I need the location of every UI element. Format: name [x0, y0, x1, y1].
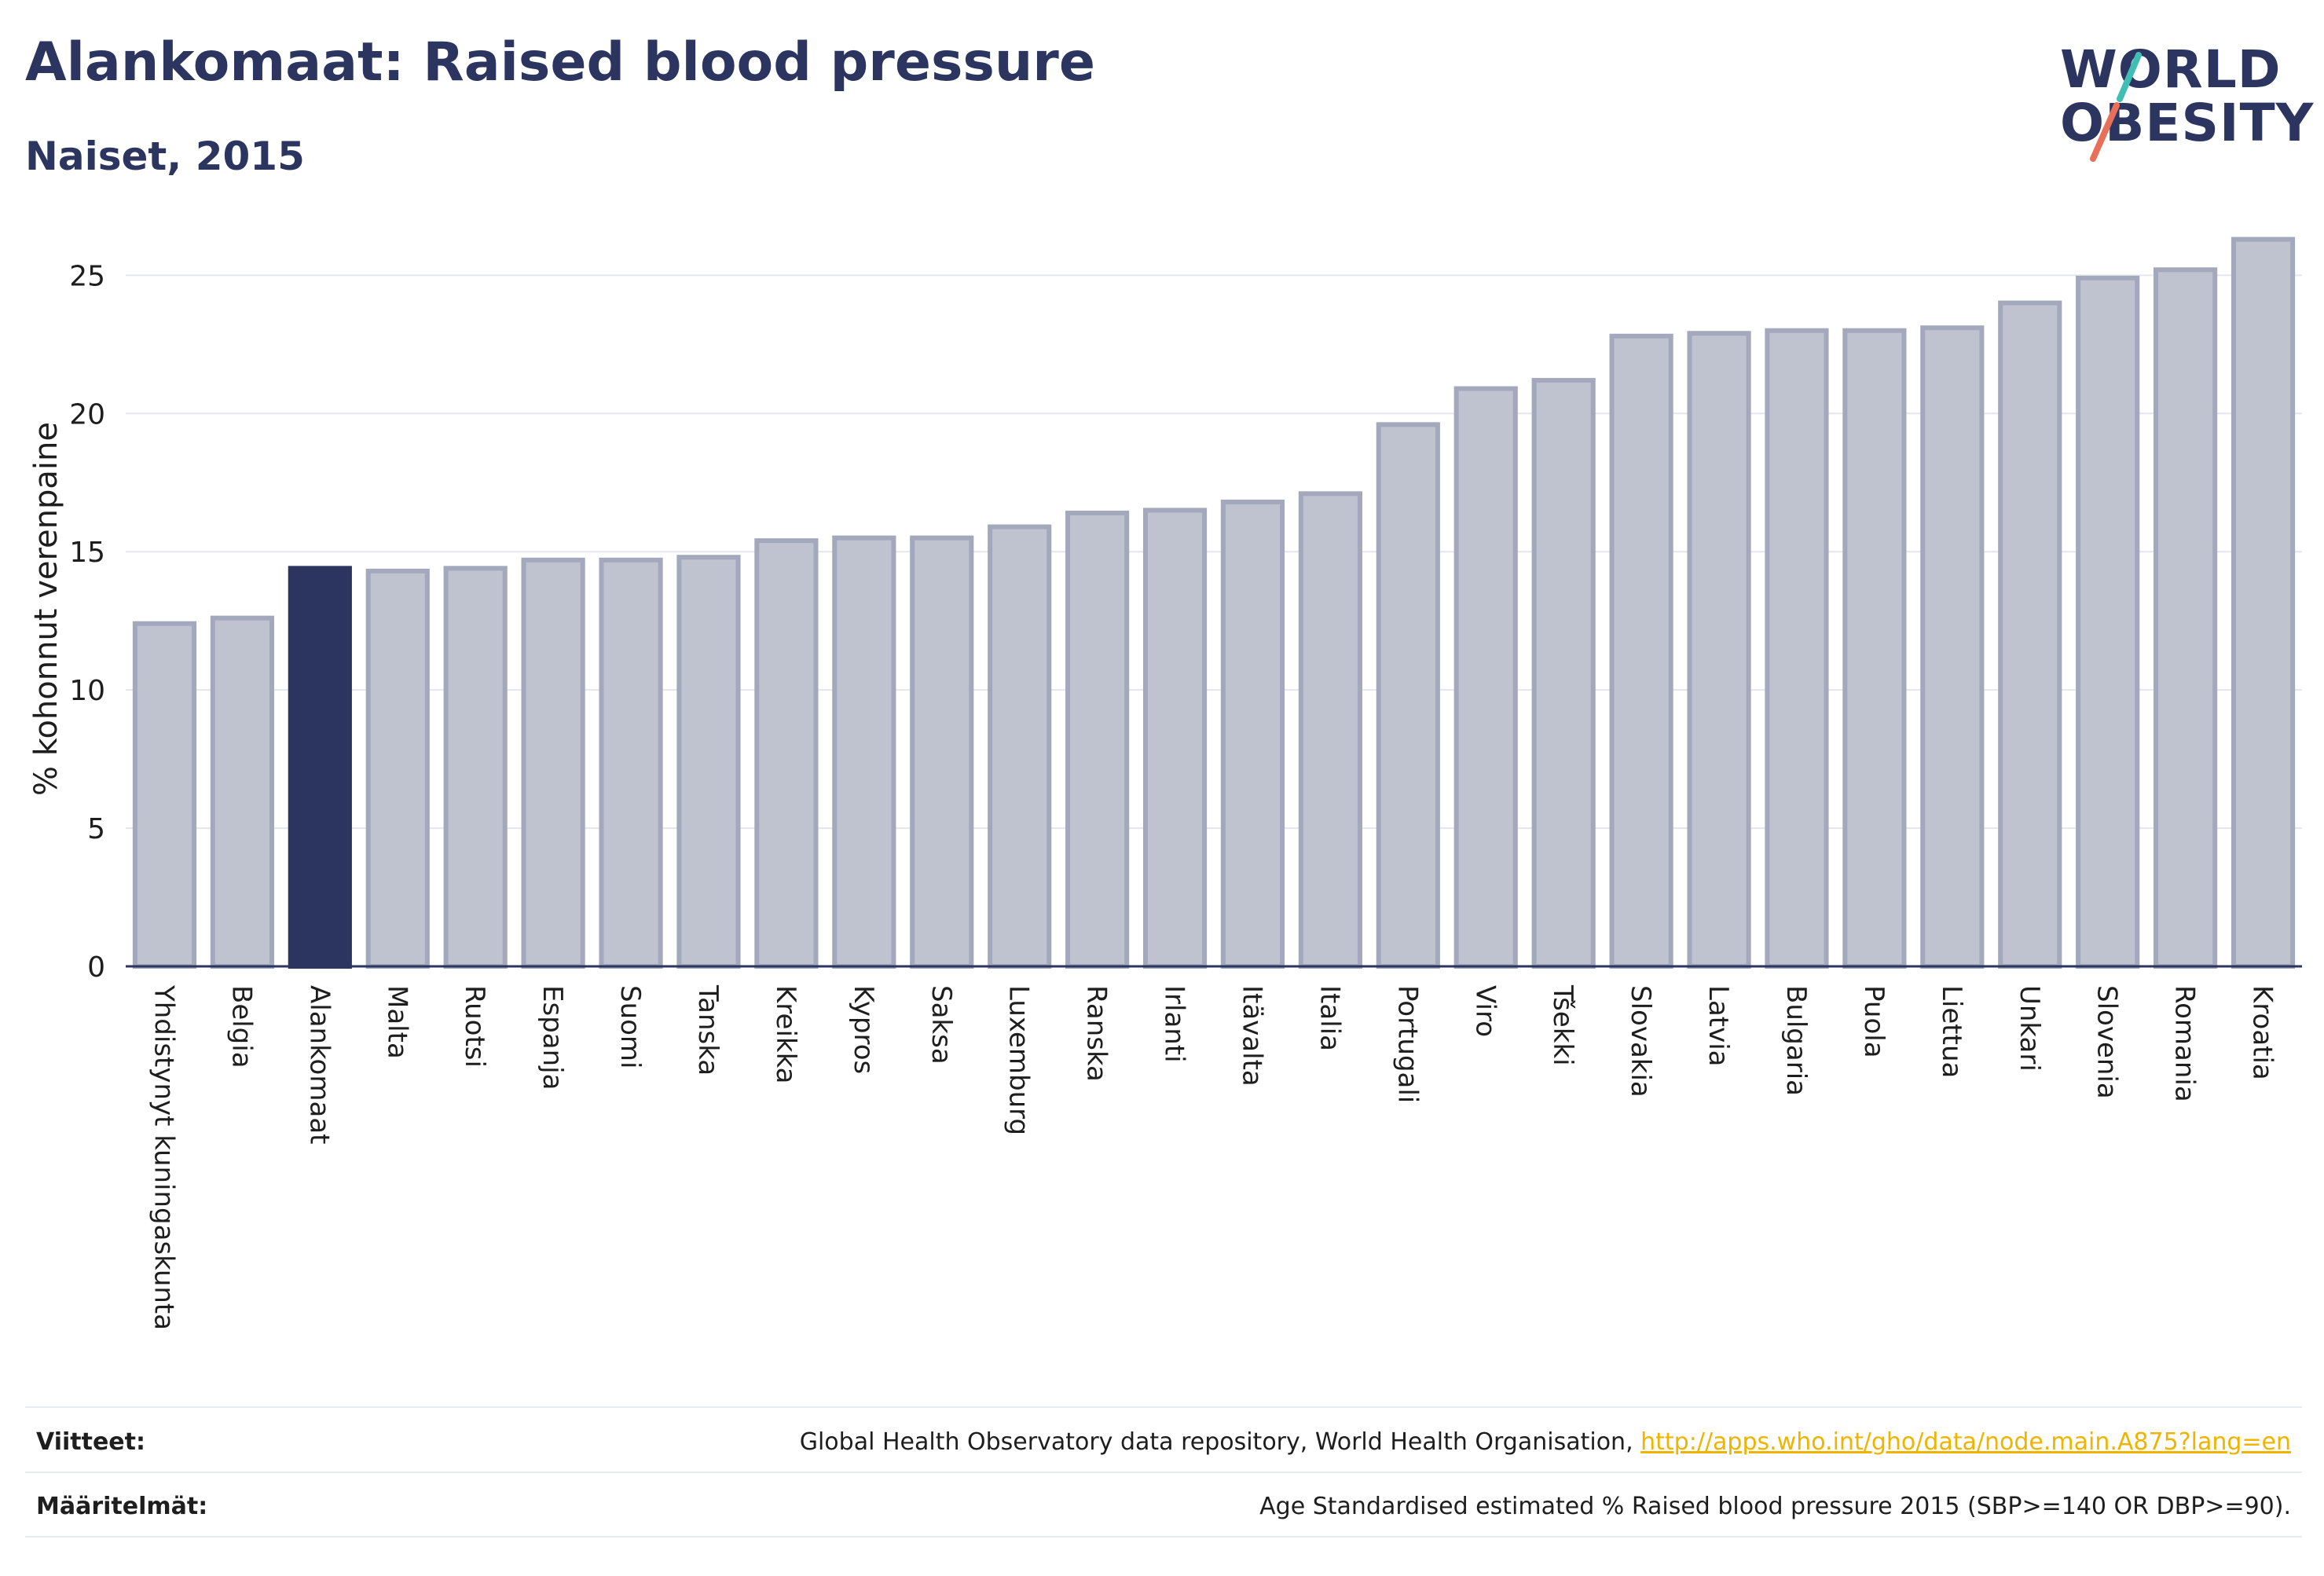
logo-slash-icon: [2090, 52, 2142, 162]
x-tick-label: Itävalta: [1236, 985, 1267, 1087]
x-tick-label: Alankomaat: [303, 985, 335, 1145]
y-tick-label: 20: [69, 398, 105, 431]
x-tick-label: Kypros: [848, 985, 879, 1074]
x-tick-label: Italia: [1314, 985, 1345, 1051]
bar[interactable]: [1765, 328, 1829, 969]
bar[interactable]: [288, 566, 352, 969]
x-tick-label: Ruotsi: [459, 985, 490, 1068]
x-tick-label: Latvia: [1703, 985, 1734, 1067]
x-tick-label: Tanska: [692, 984, 724, 1076]
x-tick-label: Portugali: [1391, 985, 1423, 1103]
y-axis-label: % kohonnut verenpaine: [28, 422, 64, 796]
x-tick-label: Viro: [1469, 985, 1501, 1037]
x-tick-label: Liettua: [1936, 985, 1967, 1078]
sources-label: Viitteet:: [36, 1428, 145, 1456]
x-tick-label: Ranska: [1081, 985, 1113, 1082]
bar[interactable]: [1220, 499, 1285, 969]
x-tick-label: Bulgaria: [1780, 985, 1812, 1096]
bar[interactable]: [1531, 378, 1596, 969]
x-tick-label: Suomi: [614, 985, 646, 1069]
x-tick-label: Kreikka: [770, 985, 801, 1084]
x-tick-label: Puola: [1858, 985, 1890, 1058]
x-tick-label: Yhdistynyt kuningaskunta: [148, 984, 179, 1330]
x-tick-label: Espanja: [537, 985, 568, 1090]
x-tick-label: Tšekki: [1547, 984, 1578, 1066]
bar[interactable]: [1298, 491, 1362, 969]
bar[interactable]: [2154, 267, 2218, 969]
x-tick-label: Kroatia: [2247, 985, 2278, 1080]
bar[interactable]: [1453, 386, 1518, 969]
bar[interactable]: [1376, 422, 1440, 969]
bar[interactable]: [676, 555, 741, 969]
footer-divider: [25, 1406, 2302, 1408]
x-tick-label: Romania: [2169, 985, 2201, 1102]
sources-link[interactable]: http://apps.who.int/gho/data/node.main.A…: [1640, 1428, 2291, 1456]
bar[interactable]: [1687, 331, 1751, 969]
y-tick-label: 5: [87, 813, 105, 845]
bar[interactable]: [365, 568, 430, 969]
logo-line-1: WORLD: [2060, 39, 2282, 100]
bar-chart: 0 5 10 15 20 25 Yhdistynyt kuningaskunta Belgia…: [28, 236, 2302, 1330]
bar[interactable]: [2076, 275, 2140, 969]
definitions-text: Age Standardised estimated % Raised bloo…: [1259, 1493, 2291, 1520]
y-tick-label: 10: [69, 675, 105, 707]
bar[interactable]: [521, 557, 585, 969]
bar[interactable]: [1142, 508, 1208, 969]
x-tick-label: Belgia: [225, 985, 257, 1068]
bar[interactable]: [988, 524, 1052, 969]
bars: [132, 236, 2296, 969]
axes: 0 5 10 15 20 25 Yhdistynyt kuningaskunta Belgia…: [28, 260, 2302, 1330]
bar[interactable]: [1609, 333, 1673, 969]
bar[interactable]: [1998, 300, 2062, 969]
bar[interactable]: [754, 538, 819, 969]
bar[interactable]: [832, 535, 896, 969]
bar[interactable]: [1920, 325, 1985, 969]
definitions-label: Määritelmät:: [36, 1493, 208, 1520]
sources-value: Global Health Observatory data repositor…: [800, 1428, 2291, 1456]
x-tick-label: Slovenia: [2091, 985, 2123, 1099]
chart-title: Alankomaat: Raised blood pressure: [25, 31, 1095, 93]
world-obesity-logo: WORLD OBESITY: [2051, 24, 2313, 173]
x-tick-label: Unkari: [2014, 985, 2045, 1072]
footer-divider: [25, 1472, 2302, 1473]
bar[interactable]: [599, 557, 663, 969]
y-tick-label: 25: [69, 260, 105, 292]
bar[interactable]: [910, 535, 974, 969]
x-tick-label: Slovakia: [1625, 985, 1656, 1098]
sources-text: Global Health Observatory data repositor…: [799, 1428, 1641, 1456]
bar[interactable]: [1065, 510, 1130, 969]
bar[interactable]: [443, 566, 508, 969]
chart-subtitle: Naiset, 2015: [25, 134, 305, 179]
x-tick-label: Malta: [381, 985, 412, 1059]
x-tick-label: Saksa: [926, 985, 957, 1065]
bar[interactable]: [1842, 328, 1907, 969]
footer-divider: [25, 1536, 2302, 1538]
bar[interactable]: [132, 621, 197, 969]
y-tick-label: 15: [69, 537, 105, 569]
bar[interactable]: [210, 615, 274, 969]
bar[interactable]: [2231, 236, 2296, 969]
x-tick-label: Luxemburg: [1003, 985, 1035, 1135]
x-tick-label: Irlanti: [1159, 985, 1190, 1063]
y-tick-label: 0: [87, 951, 105, 984]
